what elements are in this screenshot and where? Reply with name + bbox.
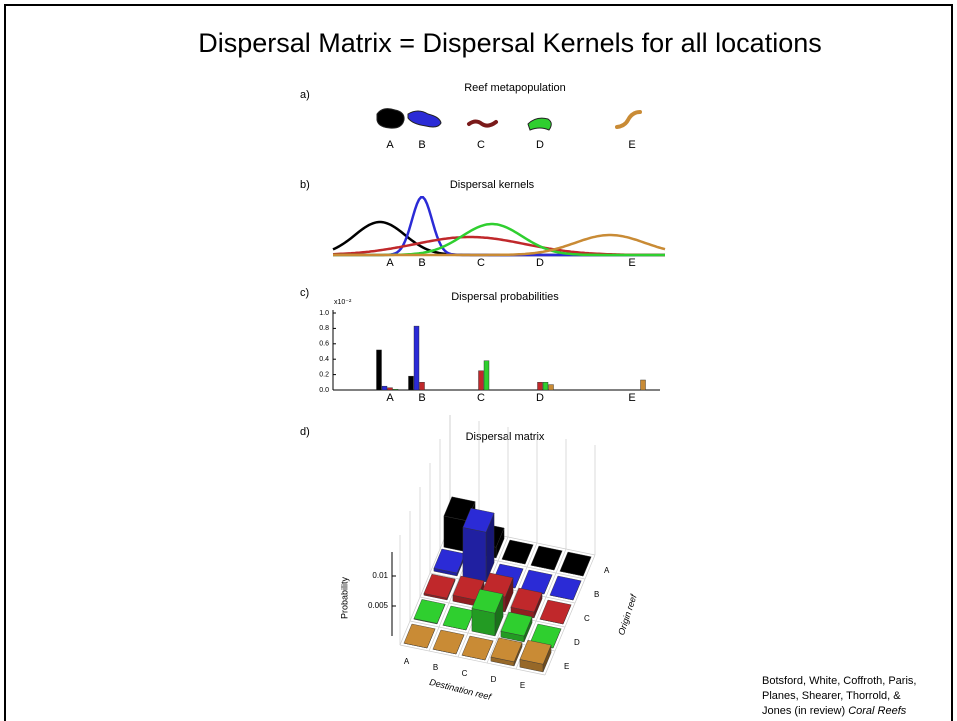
x-tick-label: C bbox=[477, 392, 485, 404]
panel-label: c) bbox=[300, 287, 309, 299]
y-tick-label: A bbox=[604, 566, 610, 575]
matrix-bar bbox=[560, 552, 591, 576]
reef-label: E bbox=[628, 139, 635, 151]
x-axis-label: Destination reef bbox=[428, 677, 493, 702]
y-tick-label: E bbox=[564, 662, 569, 671]
bar-top bbox=[540, 600, 571, 624]
bar bbox=[382, 386, 387, 390]
bar-top bbox=[433, 630, 464, 654]
bar-top bbox=[550, 576, 581, 600]
y-tick-label: C bbox=[584, 614, 590, 623]
x-tick-label: D bbox=[536, 392, 544, 404]
matrix-bar bbox=[501, 612, 532, 642]
bar bbox=[479, 371, 484, 390]
y-tick-label: 0.0 bbox=[319, 387, 329, 394]
y-tick-label: 0.6 bbox=[319, 341, 329, 348]
kernel-curve bbox=[333, 237, 665, 255]
reef-label: C bbox=[477, 257, 485, 269]
z-tick-label: 0.01 bbox=[372, 571, 388, 580]
z-tick-label: 0.005 bbox=[368, 601, 389, 610]
reef-label: C bbox=[477, 139, 485, 151]
matrix-bar bbox=[424, 574, 455, 600]
slide: Dispersal Matrix = Dispersal Kernels for… bbox=[0, 0, 957, 721]
bar-top bbox=[462, 636, 493, 660]
panel-title: Dispersal kernels bbox=[450, 179, 535, 191]
matrix-bar bbox=[502, 540, 533, 564]
x-tick-label: B bbox=[433, 663, 438, 672]
y-tick-label: B bbox=[594, 590, 599, 599]
panel-title: Reef metapopulation bbox=[464, 82, 566, 94]
reef-label: D bbox=[536, 139, 544, 151]
y-tick-label: 0.8 bbox=[319, 325, 329, 332]
kernel-curve bbox=[333, 235, 665, 255]
x-tick-label: E bbox=[520, 681, 525, 690]
matrix-bar bbox=[550, 576, 581, 600]
panel-title: Dispersal matrix bbox=[466, 431, 545, 443]
reef-label: E bbox=[628, 257, 635, 269]
x-tick-label: B bbox=[418, 392, 425, 404]
matrix-bar bbox=[463, 508, 494, 582]
slide-title: Dispersal Matrix = Dispersal Kernels for… bbox=[198, 28, 821, 58]
bar bbox=[549, 385, 554, 390]
panel-label: b) bbox=[300, 179, 310, 191]
citation-line: Planes, Shearer, Thorrold, & bbox=[762, 690, 901, 702]
bar-top bbox=[404, 624, 435, 648]
matrix-bar bbox=[531, 546, 562, 570]
reef-label: B bbox=[418, 257, 425, 269]
bar bbox=[420, 382, 425, 390]
bar-top bbox=[531, 546, 562, 570]
kernel-curve bbox=[333, 197, 665, 255]
bar-top bbox=[560, 552, 591, 576]
citation-line: Jones (in review) Coral Reefs bbox=[762, 705, 907, 717]
matrix-bar bbox=[540, 600, 571, 624]
reef-shapes bbox=[377, 109, 640, 130]
matrix-bar bbox=[443, 606, 474, 630]
x-tick-label: D bbox=[491, 675, 497, 684]
x-tick-label: C bbox=[462, 669, 468, 678]
bar bbox=[377, 350, 382, 390]
citation-authors: Jones (in review) bbox=[762, 705, 845, 717]
reef-label: D bbox=[536, 257, 544, 269]
matrix-bar bbox=[414, 599, 445, 624]
panel-label: a) bbox=[300, 89, 310, 101]
bar bbox=[484, 361, 489, 390]
bar bbox=[388, 388, 393, 390]
y-tick-label: D bbox=[574, 638, 580, 647]
panel-label: d) bbox=[300, 426, 310, 438]
z-axis-label: Probability bbox=[339, 576, 349, 619]
bar bbox=[538, 382, 543, 390]
matrix-bar bbox=[462, 636, 493, 660]
bar bbox=[409, 376, 414, 390]
x-tick-label: A bbox=[386, 392, 394, 404]
y-axis-label: Origin reef bbox=[616, 592, 639, 636]
y-tick-label: 0.2 bbox=[319, 371, 329, 378]
x-tick-label: A bbox=[404, 657, 410, 666]
bar bbox=[393, 389, 398, 390]
reef-label: A bbox=[386, 139, 394, 151]
y-tick-label: 1.0 bbox=[319, 310, 329, 317]
panel-title: Dispersal probabilities bbox=[451, 291, 559, 303]
bar bbox=[414, 326, 419, 390]
bar bbox=[543, 382, 548, 390]
y-tick-label: 0.4 bbox=[319, 356, 329, 363]
citation-line: Botsford, White, Coffroth, Paris, bbox=[762, 675, 916, 687]
y-scale-label: x10⁻² bbox=[334, 299, 352, 306]
bar-front bbox=[463, 527, 486, 582]
bar-top bbox=[443, 606, 474, 630]
reef-label: B bbox=[418, 139, 425, 151]
matrix-bar bbox=[404, 624, 435, 648]
citation-journal: Coral Reefs bbox=[848, 705, 907, 717]
bar bbox=[641, 380, 646, 390]
reef-label: A bbox=[386, 257, 394, 269]
x-tick-label: E bbox=[628, 392, 635, 404]
matrix-bar bbox=[433, 630, 464, 654]
bar-top bbox=[502, 540, 533, 564]
